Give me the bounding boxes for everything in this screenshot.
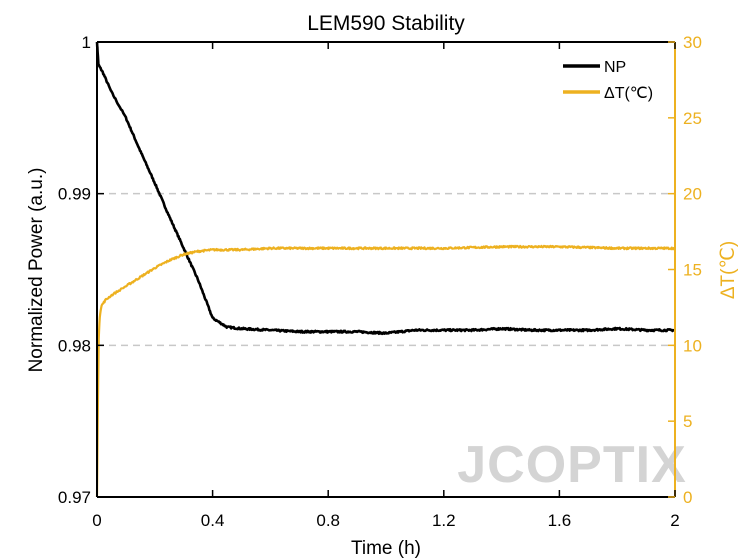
y-tick-label: 0.99 [58,185,91,204]
x-tick-label: 0.4 [201,511,225,530]
y2-tick-label: 25 [683,109,702,128]
series-line-np [95,40,676,336]
y2-tick-label: 15 [683,261,702,280]
x-tick-label: 2 [670,511,679,530]
y2-tick-label: 30 [683,33,702,52]
grid-lines [97,192,675,347]
series-layer [95,40,676,498]
y2-tick-label: 20 [683,185,702,204]
legend: NP ΔT(℃) [563,59,653,102]
y-tick-label: 0.98 [58,336,91,355]
legend-label-np: NP [604,59,626,76]
y2-tick-label: 0 [683,488,692,507]
plot-area [97,42,675,497]
y-tick-label: 1 [82,33,91,52]
watermark-logo: JCOPTIX [457,436,687,494]
x-tick-label: 0 [92,511,101,530]
series-line-delta-t [95,244,676,498]
y2-tick-label: 10 [683,336,702,355]
y2-axis-label: ΔT(℃) [718,241,739,299]
x-tick-label: 1.2 [432,511,456,530]
x-tick-label: 0.8 [316,511,340,530]
y-tick-label: 0.97 [58,488,91,507]
y-axis-label: Normalized Power (a.u.) [26,168,47,373]
y2-tick-label: 5 [683,412,692,431]
legend-label-dt: ΔT(℃) [604,85,653,102]
chart-title: LEM590 Stability [307,12,465,35]
x-tick-label: 1.6 [548,511,572,530]
x-axis-label: Time (h) [351,538,421,559]
